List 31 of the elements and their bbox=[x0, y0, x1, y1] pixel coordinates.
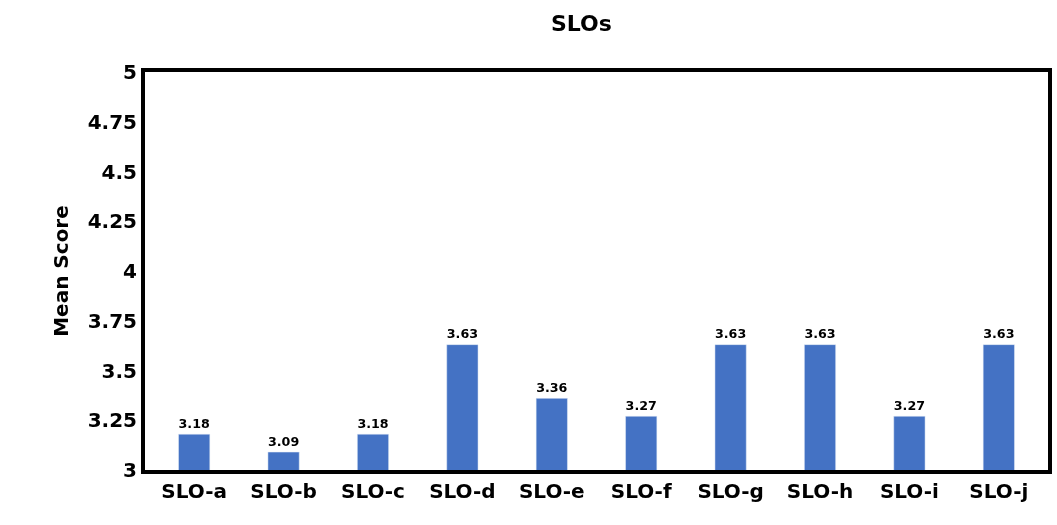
y-tick-label: 3.5 bbox=[101, 358, 137, 383]
y-axis-title: Mean Score bbox=[48, 205, 73, 337]
y-tick-label: 5 bbox=[123, 60, 137, 84]
y-tick-label: 3.25 bbox=[87, 408, 137, 433]
y-tick-label: 4 bbox=[123, 259, 137, 283]
x-tick-label: SLO-c bbox=[341, 479, 405, 503]
x-tick-label: SLO-b bbox=[250, 479, 317, 503]
y-tick-label: 3.75 bbox=[87, 308, 137, 333]
data-label: 3.63 bbox=[714, 326, 747, 342]
y-tick-label: 3 bbox=[123, 458, 137, 482]
y-tick-label: 4.75 bbox=[87, 109, 137, 134]
data-label: 3.18 bbox=[178, 416, 210, 432]
data-label: 3.18 bbox=[357, 416, 389, 432]
x-tick-label: SLO-i bbox=[879, 479, 939, 503]
x-tick-label: SLO-a bbox=[161, 479, 227, 503]
data-label: 3.27 bbox=[625, 398, 657, 414]
data-label: 3.63 bbox=[804, 326, 836, 342]
x-tick-label: SLO-d bbox=[429, 479, 496, 503]
y-tick-label: 4.25 bbox=[87, 209, 137, 234]
x-tick-label: SLO-g bbox=[697, 479, 764, 503]
x-tick-label: SLO-f bbox=[610, 479, 672, 503]
y-tick-label: 4.5 bbox=[101, 159, 137, 184]
data-label: 3.36 bbox=[536, 380, 568, 396]
x-tick-label: SLO-j bbox=[969, 479, 1029, 503]
x-tick-label: SLO-h bbox=[786, 479, 854, 503]
chart-title: SLOs bbox=[550, 11, 612, 37]
data-label: 3.09 bbox=[267, 433, 300, 449]
data-label: 3.63 bbox=[446, 326, 479, 342]
data-label: 3.27 bbox=[893, 398, 926, 414]
x-tick-label: SLO-e bbox=[518, 479, 585, 503]
data-label: 3.63 bbox=[983, 326, 1015, 342]
